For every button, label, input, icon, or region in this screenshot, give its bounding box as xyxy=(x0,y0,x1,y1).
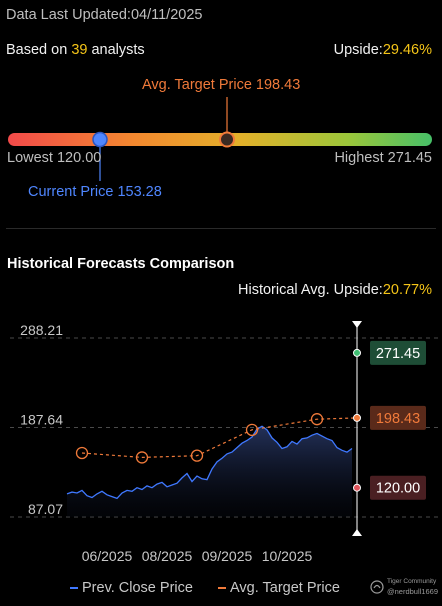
divider-top-arrow xyxy=(352,321,362,328)
y-tick-label: 87.07 xyxy=(28,501,63,517)
highest-target-dot xyxy=(353,348,361,357)
upside-label: Upside: xyxy=(333,42,383,58)
avg-target-badge-label: 198.43 xyxy=(376,411,420,427)
avg-target-label: Avg. Target Price 198.43 xyxy=(142,77,301,93)
legend-close[interactable]: Prev. Close Price xyxy=(70,580,193,596)
analyst-summary: Based on 39 analysts xyxy=(6,42,145,58)
avg-target-badge xyxy=(370,405,426,430)
lowest-label: Lowest 120.00 xyxy=(7,150,102,166)
highest-label: Highest 271.45 xyxy=(334,150,432,166)
historical-upside-label: Historical Avg. Upside: xyxy=(238,282,383,298)
lowest-target-dot xyxy=(353,483,361,492)
last-updated-text: Data Last Updated:04/11/2025 xyxy=(6,7,202,23)
legend-target[interactable]: Avg. Target Price xyxy=(218,580,340,596)
based-on-suffix: analysts xyxy=(87,42,145,58)
tiger-logo-icon xyxy=(370,580,384,594)
current-price-marker xyxy=(92,131,108,148)
section-divider xyxy=(6,228,436,229)
divider-bottom-arrow xyxy=(352,529,362,536)
current-price-label: Current Price 153.28 xyxy=(28,184,162,200)
watermark-brand: Tiger Community xyxy=(387,578,437,585)
legend-close-label: Prev. Close Price xyxy=(82,580,193,596)
upside-value: 29.46% xyxy=(382,42,432,58)
last-updated-value: 04/11/2025 xyxy=(130,7,203,23)
historical-upside-value: 20.77% xyxy=(382,282,432,298)
x-tick-label: 09/2025 xyxy=(202,548,253,564)
section-title: Historical Forecasts Comparison xyxy=(7,256,235,272)
lowest-target-badge-label: 120.00 xyxy=(376,481,420,497)
highest-target-badge-label: 271.45 xyxy=(376,346,420,362)
y-tick-label: 288.21 xyxy=(20,322,63,338)
y-tick-label: 187.64 xyxy=(20,412,63,428)
avg-target-point xyxy=(75,446,89,460)
close-price-area xyxy=(67,426,352,517)
price-range-graphic xyxy=(8,97,432,181)
legend-target-label: Avg. Target Price xyxy=(230,580,340,596)
highest-target-badge xyxy=(370,340,426,365)
based-on-prefix: Based on xyxy=(6,42,72,58)
legend-target-swatch xyxy=(218,587,226,590)
close-price-line xyxy=(66,425,353,500)
avg-target-point xyxy=(245,423,259,436)
avg-target-line xyxy=(81,417,358,459)
analyst-count: 39 xyxy=(71,42,88,58)
legend-close-swatch xyxy=(70,587,78,590)
last-updated-label: Data Last Updated: xyxy=(6,7,131,23)
avg-target-point xyxy=(190,449,204,462)
x-tick-label: 06/2025 xyxy=(82,548,133,564)
historical-upside: Historical Avg. Upside:20.77% xyxy=(238,282,432,298)
lowest-target-badge xyxy=(370,475,426,500)
watermark: Tiger Community @nerdbull1669 xyxy=(370,575,440,601)
avg-target-marker xyxy=(219,131,235,148)
x-tick-label: 10/2025 xyxy=(262,548,313,564)
avg-target-point xyxy=(310,413,324,426)
avg-target-dot xyxy=(353,413,361,422)
watermark-user: @nerdbull1669 xyxy=(387,587,438,596)
x-tick-label: 08/2025 xyxy=(142,548,193,564)
avg-target-point xyxy=(135,451,149,464)
upside-summary: Upside:29.46% xyxy=(334,42,432,58)
